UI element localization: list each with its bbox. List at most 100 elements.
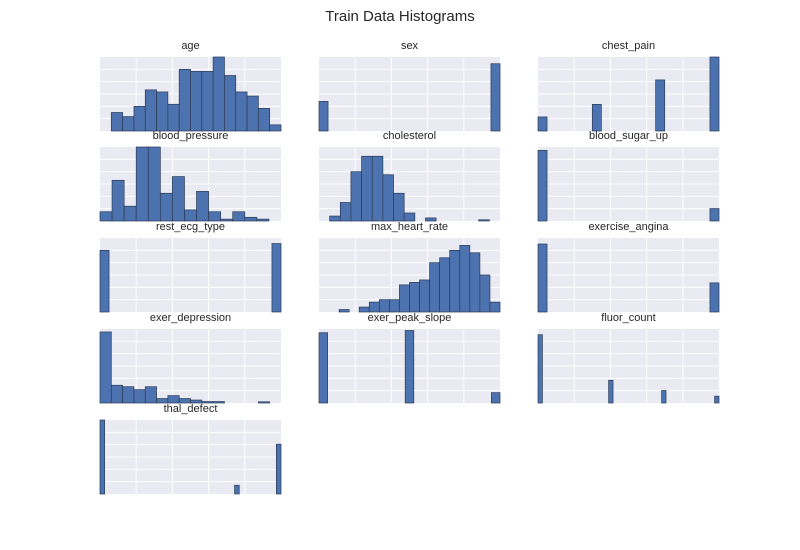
panel-blood-sugar-up: blood_sugar_up [537, 130, 720, 222]
panel-title: cholesterol [383, 130, 436, 142]
histogram-bar [714, 395, 720, 404]
histogram-bar [178, 68, 191, 132]
histogram-bar [429, 262, 441, 313]
histogram-bar [190, 71, 203, 132]
histogram-bar [537, 116, 548, 132]
histogram-bar [184, 209, 197, 222]
panel-sex: sex [318, 40, 501, 132]
histogram-bar [425, 217, 437, 222]
histogram-bar [208, 211, 222, 222]
histogram-bar [709, 56, 720, 132]
panel-age: age [100, 40, 282, 132]
histogram-bar [537, 150, 548, 222]
panel-title: fluor_count [601, 312, 655, 324]
histogram-bar [371, 155, 384, 222]
histogram-bar [382, 174, 394, 222]
panel-thal-defect: thal_defect [99, 403, 282, 495]
histogram-bar [393, 192, 405, 222]
histogram-bar [147, 146, 161, 222]
histogram-bar [399, 284, 410, 313]
histogram-bar [156, 91, 169, 132]
histogram-bar [661, 390, 667, 404]
histogram-bar [709, 208, 720, 222]
histogram-bar [537, 334, 543, 404]
histogram-bar [212, 56, 225, 132]
histogram-bar [276, 443, 282, 495]
histogram-bar [269, 124, 282, 132]
histogram-bar [110, 112, 123, 132]
histogram-bar [234, 484, 240, 495]
histogram-bar [608, 379, 614, 404]
histogram-bar [99, 211, 113, 222]
histogram-bar [368, 301, 380, 313]
histogram-bar [159, 192, 173, 222]
histogram-bar [110, 384, 123, 404]
histogram-bar [244, 216, 258, 222]
histogram-bar [212, 401, 225, 404]
histogram-bar [439, 257, 451, 313]
figure-title: Train Data Histograms [325, 8, 475, 25]
panel-exer-depression: exer_depression [99, 312, 281, 404]
panel-blood-pressure: blood_pressure [99, 130, 281, 222]
histogram-bar [389, 299, 400, 313]
histogram-bar [404, 330, 415, 404]
histogram-bar [350, 171, 362, 222]
histogram-bar [318, 332, 328, 404]
panel-max-heart-rate: max_heart_rate [319, 221, 501, 313]
histogram-bar [122, 386, 135, 404]
histogram-bar [409, 282, 420, 313]
histogram-bar [318, 101, 329, 132]
panel-title: max_heart_rate [371, 221, 448, 233]
panel-title: rest_ecg_type [156, 221, 225, 233]
histogram-bar [655, 79, 666, 132]
histogram-bar [329, 215, 341, 222]
histogram-bar [491, 392, 501, 404]
histogram-bar [537, 243, 548, 313]
histogram-bar [122, 116, 135, 132]
panel-title: blood_sugar_up [589, 130, 668, 142]
histogram-bar [135, 146, 149, 222]
histogram-bar [123, 205, 137, 222]
histogram-bar [172, 176, 185, 222]
histogram-bar [144, 386, 157, 404]
histogram-bar [99, 331, 112, 404]
histogram-bar [419, 279, 430, 313]
panel-title: exer_peak_slope [368, 312, 452, 324]
histogram-bar [489, 301, 501, 313]
panel-title: chest_pain [602, 40, 655, 52]
histogram-bar [258, 108, 271, 132]
histogram-bar [361, 155, 373, 222]
panel-fluor-count: fluor_count [537, 312, 720, 404]
histogram-bar [469, 252, 481, 313]
histogram-bar [99, 419, 105, 495]
histogram-bar [235, 91, 248, 132]
panel-rest-ecg-type: rest_ecg_type [99, 221, 282, 313]
histogram-bar [144, 89, 157, 132]
histogram-bar [459, 245, 471, 313]
histogram-bar [111, 179, 125, 222]
histogram-bar [591, 104, 602, 132]
panel-title: thal_defect [164, 403, 218, 415]
histogram-bar [478, 219, 490, 222]
histogram-bar [709, 282, 720, 313]
histogram-bar [167, 103, 180, 132]
histogram-bar [224, 75, 237, 132]
histogram-bar [258, 401, 271, 404]
histogram-bar [339, 202, 352, 222]
histogram-bar [490, 63, 501, 132]
histogram-bar [201, 71, 214, 132]
panel-exercise-angina: exercise_angina [537, 221, 720, 313]
histogram-bar [449, 249, 461, 313]
histogram-bar [271, 243, 282, 313]
histogram-bar [99, 249, 110, 313]
histogram-bar [167, 395, 180, 404]
panel-title: blood_pressure [153, 130, 229, 142]
histogram-bar [479, 274, 491, 313]
histogram-bar [403, 212, 416, 222]
panel-cholesterol: cholesterol [319, 130, 500, 222]
histogram-bar [246, 95, 259, 132]
histogram-bar [232, 211, 246, 222]
panel-chest-pain: chest_pain [537, 40, 720, 132]
panel-title: exercise_angina [588, 221, 669, 233]
histogram-bar [133, 389, 146, 404]
